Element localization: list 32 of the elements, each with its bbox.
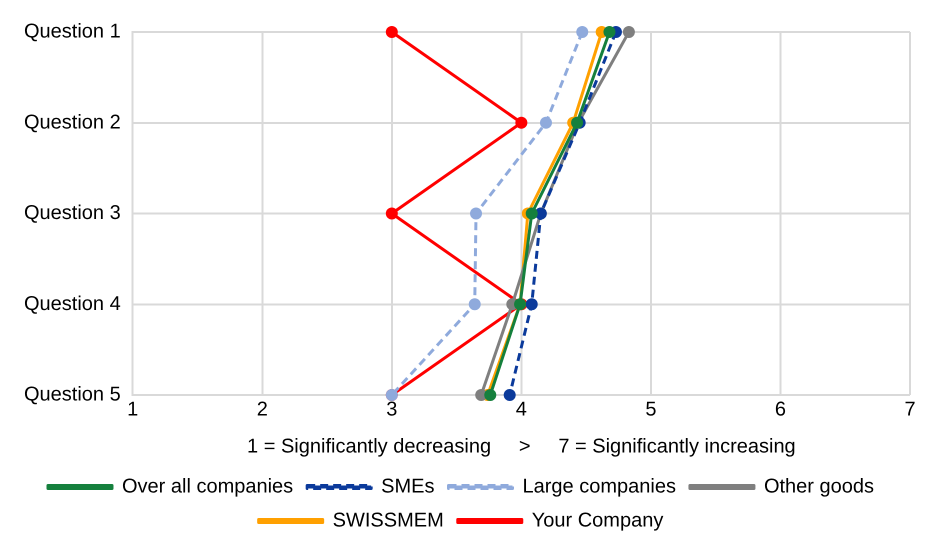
point <box>504 389 516 401</box>
x-tick-label: 6 <box>774 398 786 421</box>
legend-label: SWISSMEM <box>332 510 444 532</box>
y-tick-label: Question 1 <box>24 20 121 43</box>
x-tick-label: 3 <box>386 398 398 421</box>
x-tick-label: 4 <box>516 398 527 421</box>
point <box>386 208 398 220</box>
x-axis-title: 1 = Significantly decreasing > 7 = Significantly increasing <box>247 436 796 458</box>
x-tick-label: 2 <box>256 398 268 421</box>
legend-label: Your Company <box>532 510 664 532</box>
legend-label: Over all companies <box>122 476 294 498</box>
x-tick-label: 5 <box>645 398 656 421</box>
y-tick-label: Question 4 <box>24 292 121 315</box>
point <box>470 208 482 220</box>
legend-label: Large companies <box>522 476 676 498</box>
point <box>515 116 528 129</box>
point <box>603 26 616 38</box>
point <box>386 26 398 38</box>
point <box>540 116 552 129</box>
legend-label: Other goods <box>764 476 874 498</box>
point <box>622 26 635 38</box>
point <box>468 298 481 310</box>
x-tick-label: 1 <box>127 398 138 421</box>
y-tick-label: Question 2 <box>24 111 121 134</box>
legend-label: SMEs <box>381 476 435 498</box>
x-tick-label: 7 <box>904 398 916 421</box>
y-tick-label: Question 3 <box>24 202 121 224</box>
point <box>526 298 538 310</box>
point <box>576 26 588 38</box>
point <box>526 208 538 220</box>
point <box>484 389 496 401</box>
y-tick-label: Question 5 <box>24 384 121 406</box>
